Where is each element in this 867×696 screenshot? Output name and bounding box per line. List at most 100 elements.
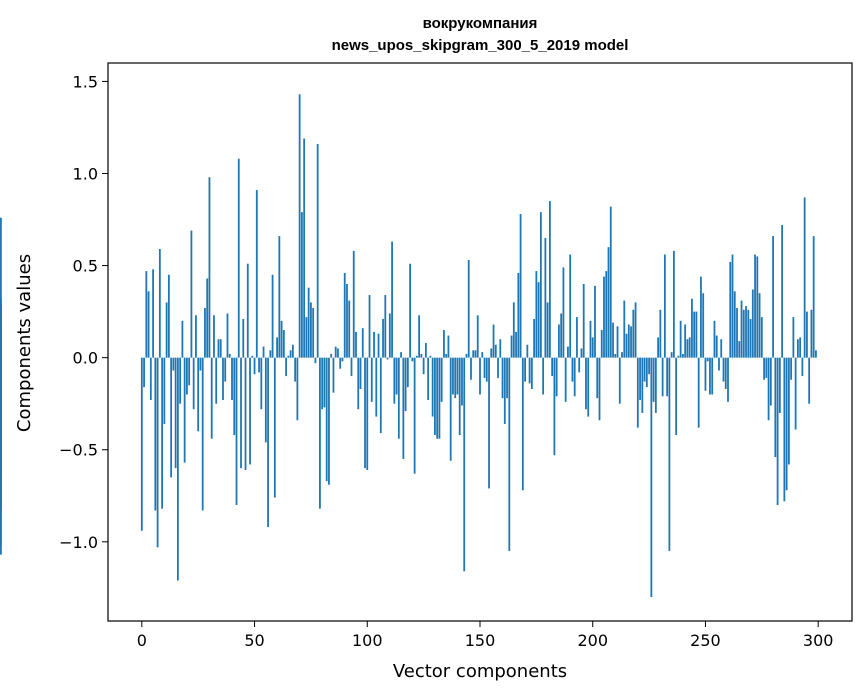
bar-203 — [598, 357, 601, 421]
bar-271 — [751, 289, 754, 358]
bar-34 — [217, 339, 220, 358]
bar-141 — [458, 357, 461, 435]
bar-169 — [521, 357, 524, 491]
bar-176 — [537, 282, 540, 358]
bar-241 — [684, 324, 687, 358]
bar-154 — [488, 357, 490, 489]
bar-103 — [373, 331, 375, 358]
bar-264 — [736, 307, 738, 358]
bar-65 — [287, 355, 290, 358]
bar-102 — [370, 357, 373, 402]
bar-225 — [648, 357, 650, 375]
bar-90 — [343, 272, 346, 358]
bar-215 — [625, 333, 628, 358]
bar-269 — [747, 309, 750, 358]
bar-150 — [479, 357, 481, 395]
bar-24 — [195, 315, 197, 358]
x-tick-label: 50 — [244, 631, 264, 650]
bar-82 — [325, 357, 328, 482]
bar-155 — [490, 348, 493, 358]
bar-58 — [271, 274, 274, 358]
bar-278 — [767, 357, 770, 421]
bar-172 — [528, 357, 531, 384]
bar-16 — [176, 357, 179, 581]
bar-236 — [672, 250, 675, 358]
bar-267 — [742, 309, 745, 358]
bar-64 — [285, 357, 288, 377]
bar-23 — [192, 357, 195, 410]
bar-235 — [670, 352, 673, 358]
bar-212 — [618, 357, 621, 404]
bar-153 — [485, 357, 488, 382]
bar-238 — [677, 355, 680, 358]
bar-107 — [382, 318, 384, 358]
bar-136 — [447, 335, 450, 358]
bar-292 — [799, 337, 802, 358]
bar-274 — [758, 293, 761, 358]
bar-229 — [657, 337, 660, 358]
bar-156 — [492, 324, 495, 358]
bar-59 — [273, 357, 276, 498]
bar-95 — [355, 331, 357, 358]
bar-162 — [506, 357, 508, 399]
bar-294 — [803, 197, 806, 358]
bar-91 — [346, 283, 348, 358]
bar-208 — [609, 206, 612, 358]
bar-183 — [553, 357, 556, 456]
bar-101 — [368, 295, 371, 358]
chart-title-line2: news_upos_skipgram_300_5_2019 model — [332, 37, 629, 54]
bar-160 — [501, 357, 504, 399]
bar-243 — [688, 337, 691, 358]
bar-118 — [406, 357, 409, 388]
bar-86 — [334, 346, 337, 358]
bar-46 — [244, 357, 247, 470]
bar-255 — [715, 335, 718, 358]
bar-119 — [409, 263, 412, 358]
bar-113 — [395, 357, 398, 395]
bar-85 — [332, 357, 335, 393]
bar-25 — [197, 357, 200, 432]
bar-72 — [303, 138, 306, 358]
bar-270 — [749, 318, 752, 358]
bar-216 — [627, 324, 630, 358]
bar-130 — [434, 357, 436, 435]
bar-206 — [605, 271, 608, 358]
bar-166 — [515, 331, 517, 358]
bar-87 — [337, 348, 339, 358]
bar-161 — [503, 357, 506, 424]
bar-281 — [774, 357, 777, 458]
bar-168 — [519, 214, 522, 358]
bar-217 — [630, 326, 632, 358]
bar-6 — [154, 357, 157, 511]
bar-249 — [702, 293, 705, 358]
bar-237 — [675, 357, 678, 435]
bar-134 — [443, 330, 445, 358]
bar-114 — [397, 357, 400, 439]
bar-81 — [323, 357, 326, 408]
bar-26 — [199, 357, 202, 371]
bar-202 — [596, 357, 599, 399]
bar-60 — [276, 337, 278, 358]
bar-242 — [686, 339, 689, 358]
bar-232 — [663, 254, 666, 358]
bar-4 — [149, 357, 152, 401]
bar-67 — [291, 344, 294, 358]
y-axis-label: Components values — [14, 254, 35, 432]
bar-29 — [206, 278, 209, 358]
bar-139 — [454, 357, 457, 399]
bar-204 — [600, 330, 603, 358]
bar-31 — [210, 357, 213, 439]
bar-244 — [691, 298, 693, 358]
bar-13 — [170, 357, 173, 478]
bar-263 — [733, 291, 736, 358]
bar-112 — [393, 357, 396, 404]
bar-32 — [213, 315, 215, 358]
x-tick-label: 150 — [465, 631, 496, 650]
bar-196 — [582, 283, 585, 358]
bar-98 — [361, 328, 364, 358]
bar-247 — [697, 357, 700, 428]
bar-108 — [384, 295, 387, 358]
bar-27 — [201, 357, 204, 511]
bar-135 — [445, 353, 448, 358]
bar-92 — [348, 300, 351, 358]
